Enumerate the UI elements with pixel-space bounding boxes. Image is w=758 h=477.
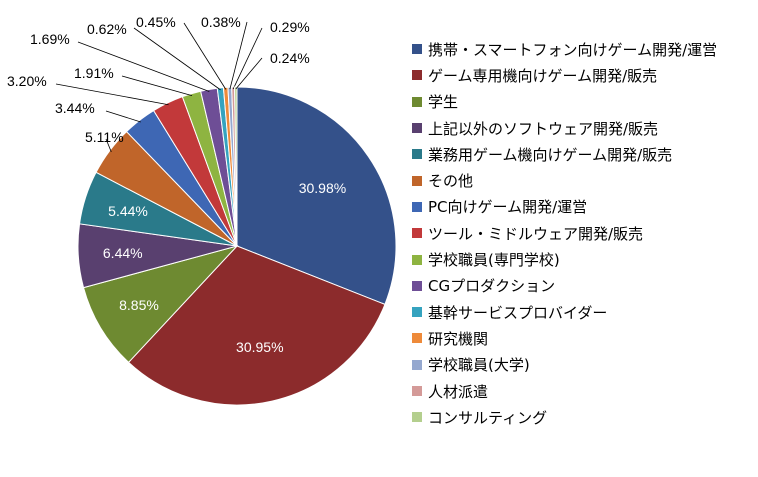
legend-label: その他 bbox=[428, 172, 474, 191]
data-label: 30.98% bbox=[299, 180, 346, 196]
legend-swatch bbox=[412, 333, 422, 344]
data-label: 8.85% bbox=[119, 297, 159, 313]
leader-line bbox=[229, 21, 248, 90]
legend-swatch bbox=[412, 307, 422, 318]
legend-label: コンサルティング bbox=[428, 408, 548, 427]
leader-line bbox=[235, 57, 263, 90]
legend-item: CGプロダクション bbox=[412, 273, 717, 299]
legend-swatch bbox=[412, 96, 422, 107]
legend-label: CGプロダクション bbox=[428, 277, 556, 296]
pie-slice bbox=[127, 245, 386, 406]
data-label: 0.38% bbox=[201, 14, 241, 30]
leader-line bbox=[232, 27, 263, 90]
legend-swatch bbox=[412, 280, 422, 291]
leader-line bbox=[55, 83, 169, 106]
data-label: 1.91% bbox=[74, 65, 114, 81]
leader-line bbox=[121, 75, 193, 96]
leader-line bbox=[133, 27, 221, 91]
legend-item: 学生 bbox=[412, 89, 717, 115]
pie-slice bbox=[236, 86, 397, 306]
data-label: 3.20% bbox=[7, 73, 47, 89]
legend-swatch bbox=[412, 228, 422, 239]
legend-swatch bbox=[412, 149, 422, 160]
legend-label: ゲーム専用機向けゲーム開発/販売 bbox=[428, 66, 658, 85]
legend-swatch bbox=[412, 123, 422, 134]
legend-item: 業務用ゲーム機向けゲーム開発/販売 bbox=[412, 141, 717, 167]
data-label: 1.69% bbox=[30, 31, 70, 47]
legend-swatch bbox=[412, 44, 422, 55]
legend-label: ツール・ミドルウェア開発/販売 bbox=[428, 224, 644, 243]
legend-label: 人材派遣 bbox=[428, 382, 489, 401]
legend-swatch bbox=[412, 412, 422, 423]
data-label: 5.44% bbox=[108, 203, 148, 219]
legend-swatch bbox=[412, 254, 422, 265]
legend-swatch bbox=[412, 386, 422, 396]
legend-label: PC向けゲーム開発/運営 bbox=[428, 198, 588, 217]
data-label: 0.62% bbox=[87, 21, 127, 37]
legend-swatch bbox=[412, 175, 422, 186]
legend-item: 人材派遣 bbox=[412, 378, 717, 404]
data-label: 0.24% bbox=[270, 50, 310, 66]
legend-swatch bbox=[412, 201, 422, 212]
leader-line bbox=[77, 41, 210, 92]
legend-item: 学校職員(専門学校) bbox=[412, 246, 717, 272]
legend-item: 携帯・スマートフォン向けゲーム開発/運営 bbox=[412, 36, 717, 62]
legend-label: 業務用ゲーム機向けゲーム開発/販売 bbox=[428, 145, 673, 164]
leader-line bbox=[105, 138, 112, 153]
data-label: 5.11% bbox=[85, 129, 124, 145]
data-label: 30.95% bbox=[236, 339, 283, 355]
data-label: 0.29% bbox=[270, 19, 310, 35]
legend-item: 学校職員(大学) bbox=[412, 352, 717, 378]
pie-slice bbox=[82, 245, 239, 364]
chart-legend: 携帯・スマートフォン向けゲーム開発/運営 ゲーム専用機向けゲーム開発/販売 学生上記… bbox=[412, 36, 717, 430]
legend-item: 基幹サービスプロバイダー bbox=[412, 299, 717, 325]
data-label: 6.44% bbox=[103, 245, 143, 261]
legend-item: 研究機関 bbox=[412, 325, 717, 351]
leader-line bbox=[183, 22, 227, 90]
leader-line bbox=[105, 110, 141, 123]
data-label: 0.45% bbox=[136, 14, 176, 30]
legend-label: 基幹サービスプロバイダー bbox=[428, 303, 608, 322]
legend-label: 学校職員(専門学校) bbox=[428, 251, 560, 270]
legend-swatch bbox=[412, 70, 422, 81]
legend-swatch bbox=[412, 359, 422, 370]
legend-item: ゲーム専用機向けゲーム開発/販売 bbox=[412, 62, 717, 88]
data-label: 3.44% bbox=[55, 100, 95, 116]
legend-label: 研究機関 bbox=[428, 329, 489, 348]
legend-item: PC向けゲーム開発/運営 bbox=[412, 194, 717, 220]
legend-label: 上記以外のソフトウェア開発/販売 bbox=[428, 119, 659, 138]
legend-item: 上記以外のソフトウェア開発/販売 bbox=[412, 115, 717, 141]
legend-label: 学生 bbox=[428, 93, 459, 112]
legend-item: コンサルティング bbox=[412, 404, 717, 430]
legend-item: ツール・ミドルウェア開発/販売 bbox=[412, 220, 717, 246]
legend-item: その他 bbox=[412, 167, 717, 193]
legend-label: 携帯・スマートフォン向けゲーム開発/運営 bbox=[428, 40, 718, 59]
legend-label: 学校職員(大学) bbox=[428, 356, 530, 375]
